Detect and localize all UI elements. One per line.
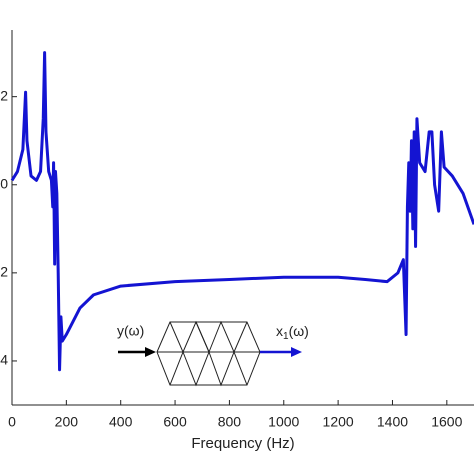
x-tick-label: 200 (55, 414, 79, 430)
x-tick-label: 400 (109, 414, 133, 430)
output-label: x1(ω) (276, 323, 309, 342)
x-tick-label: 1400 (377, 414, 408, 430)
y-tick-label: 2 (0, 264, 8, 280)
input-label: y(ω) (117, 323, 144, 339)
y-tick-label: 4 (0, 352, 8, 368)
x-tick-label: 0 (8, 414, 16, 430)
x-tick-label: 1200 (323, 414, 354, 430)
x-tick-label: 600 (163, 414, 187, 430)
inset-diagram (156, 320, 261, 387)
output-arg: (ω) (289, 323, 309, 339)
input-arrowhead (145, 347, 156, 357)
output-symbol: x (276, 323, 283, 339)
data-line (10, 51, 474, 372)
y-tick-label: 2 (0, 87, 8, 103)
x-tick-label: 1600 (431, 414, 462, 430)
x-tick-label: 800 (218, 414, 242, 430)
output-index: 1 (283, 331, 289, 342)
x-tick-label: 1000 (268, 414, 299, 430)
x-axis-label: Frequency (Hz) (191, 435, 294, 452)
y-tick-label: 0 (0, 175, 8, 191)
output-arrowhead (291, 347, 302, 357)
